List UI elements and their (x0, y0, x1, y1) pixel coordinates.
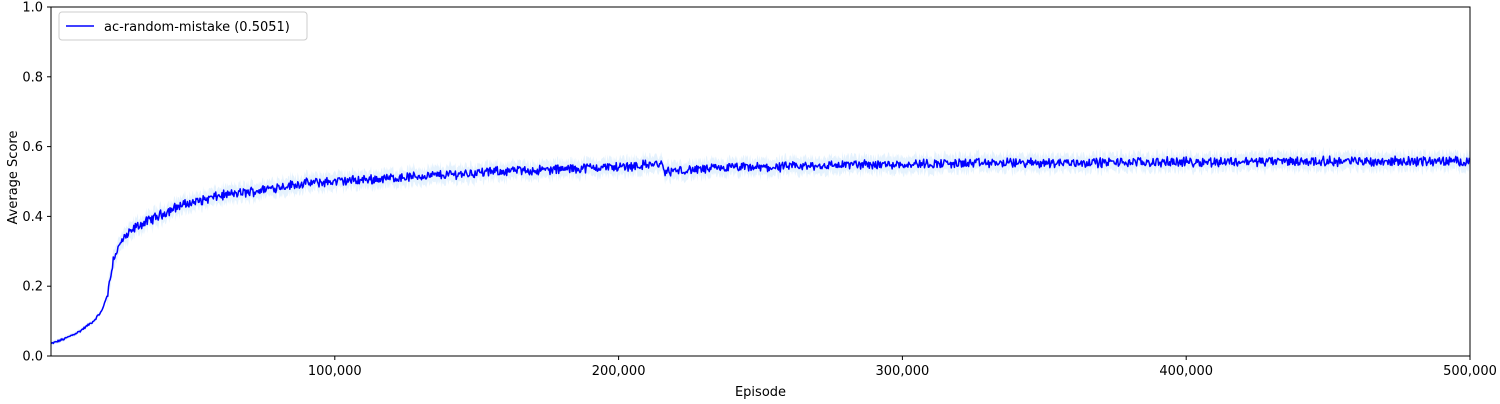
y-tick-label: 0.8 (22, 70, 43, 85)
x-axis-ticks: 100,000 200,000 300,000 400,000 500,000 (308, 356, 1497, 379)
series-line-layer (50, 155, 1471, 345)
x-tick-label: 400,000 (1159, 364, 1213, 379)
plot-frame (50, 6, 1471, 357)
y-axis-ticks: 0.0 0.2 0.4 0.6 0.8 1.0 (22, 1, 51, 365)
y-tick-label: 0.6 (22, 140, 43, 155)
x-tick-label: 200,000 (592, 364, 646, 379)
x-tick-label: 300,000 (876, 364, 930, 379)
x-axis-label: Episode (735, 385, 786, 400)
legend-label: ac-random-mistake (0.5051) (104, 20, 290, 35)
legend-box (58, 11, 308, 41)
x-tick-label: 100,000 (308, 364, 362, 379)
confidence-band-layer (51, 146, 1470, 346)
y-axis-label: Average Score (6, 131, 21, 225)
series-confidence-band (51, 146, 1470, 346)
y-tick-label: 1.0 (22, 1, 43, 16)
x-tick-label: 500,000 (1443, 364, 1497, 379)
y-tick-label: 0.4 (22, 210, 43, 225)
y-tick-label: 0.0 (22, 350, 43, 365)
legend: ac-random-mistake (0.5051) (58, 11, 308, 41)
y-tick-label: 0.2 (22, 280, 43, 295)
series-line (50, 155, 1471, 345)
